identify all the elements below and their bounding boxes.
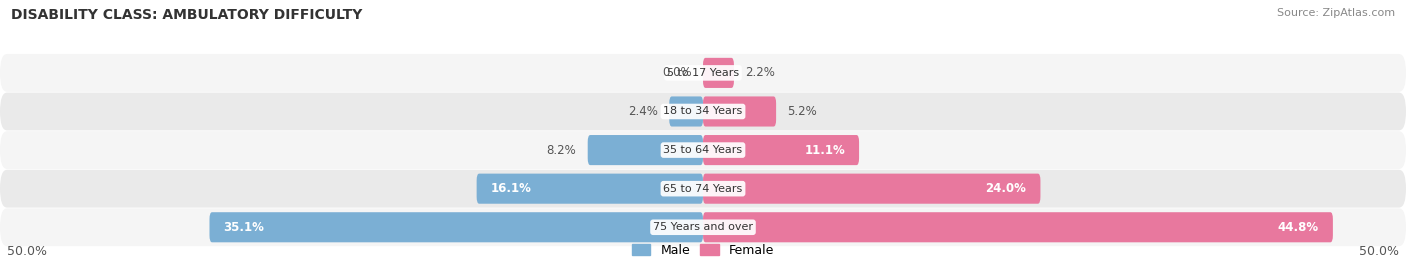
FancyBboxPatch shape: [588, 135, 703, 165]
Text: 65 to 74 Years: 65 to 74 Years: [664, 184, 742, 194]
Text: 5 to 17 Years: 5 to 17 Years: [666, 68, 740, 78]
Text: 2.4%: 2.4%: [628, 105, 658, 118]
Text: 35 to 64 Years: 35 to 64 Years: [664, 145, 742, 155]
Text: DISABILITY CLASS: AMBULATORY DIFFICULTY: DISABILITY CLASS: AMBULATORY DIFFICULTY: [11, 8, 363, 22]
Text: 50.0%: 50.0%: [7, 245, 46, 258]
Text: 16.1%: 16.1%: [491, 182, 531, 195]
FancyBboxPatch shape: [703, 96, 776, 126]
FancyBboxPatch shape: [0, 54, 1406, 92]
Text: 5.2%: 5.2%: [787, 105, 817, 118]
Legend: Male, Female: Male, Female: [627, 239, 779, 262]
FancyBboxPatch shape: [703, 58, 734, 88]
Text: 24.0%: 24.0%: [986, 182, 1026, 195]
FancyBboxPatch shape: [703, 212, 1333, 242]
Text: Source: ZipAtlas.com: Source: ZipAtlas.com: [1277, 8, 1395, 18]
Text: 50.0%: 50.0%: [1360, 245, 1399, 258]
Text: 8.2%: 8.2%: [547, 144, 576, 157]
FancyBboxPatch shape: [477, 174, 703, 204]
FancyBboxPatch shape: [703, 135, 859, 165]
FancyBboxPatch shape: [0, 208, 1406, 246]
Text: 35.1%: 35.1%: [224, 221, 264, 234]
FancyBboxPatch shape: [209, 212, 703, 242]
FancyBboxPatch shape: [0, 170, 1406, 208]
Text: 75 Years and over: 75 Years and over: [652, 222, 754, 232]
Text: 18 to 34 Years: 18 to 34 Years: [664, 106, 742, 117]
Text: 2.2%: 2.2%: [745, 66, 775, 79]
Text: 0.0%: 0.0%: [662, 66, 692, 79]
FancyBboxPatch shape: [703, 174, 1040, 204]
Text: 44.8%: 44.8%: [1278, 221, 1319, 234]
FancyBboxPatch shape: [0, 92, 1406, 131]
FancyBboxPatch shape: [0, 131, 1406, 169]
Text: 11.1%: 11.1%: [804, 144, 845, 157]
FancyBboxPatch shape: [669, 96, 703, 126]
